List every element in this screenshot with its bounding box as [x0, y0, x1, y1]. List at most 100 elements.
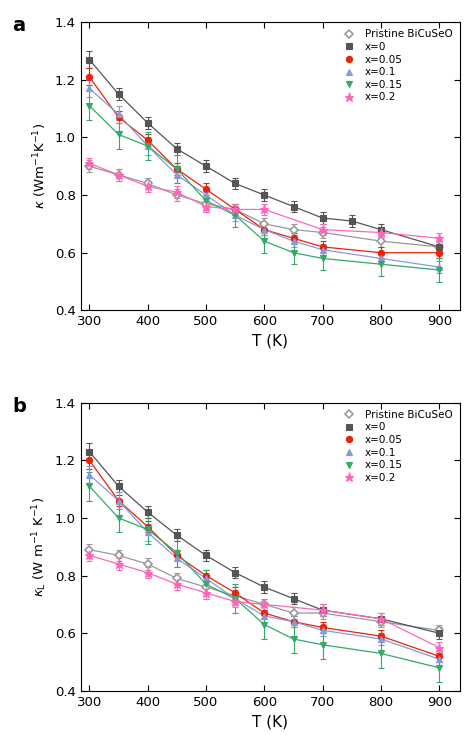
- Line: Pristine BiCuSeO: Pristine BiCuSeO: [86, 547, 443, 634]
- x=0.15: [86, 482, 92, 491]
- x=0.05: [437, 248, 442, 257]
- Line: x=0.1: x=0.1: [86, 472, 443, 662]
- x=0.1: [116, 496, 121, 505]
- x=0.15: [262, 620, 267, 629]
- x=0.15: [320, 640, 326, 649]
- x=0.2: [145, 182, 151, 191]
- x=0.05: [174, 551, 180, 560]
- x=0: [349, 217, 355, 226]
- X-axis label: T (K): T (K): [252, 334, 288, 349]
- Pristine BiCuSeO: [320, 228, 326, 237]
- x=0.05: [262, 609, 267, 617]
- x=0: [145, 118, 151, 127]
- x=0: [437, 629, 442, 638]
- x=0.15: [437, 265, 442, 274]
- x=0: [116, 482, 121, 491]
- x=0: [86, 55, 92, 64]
- x=0.1: [86, 470, 92, 479]
- x=0.15: [174, 548, 180, 557]
- Text: a: a: [12, 16, 26, 35]
- x=0.2: [262, 205, 267, 214]
- x=0.2: [378, 228, 384, 237]
- x=0: [291, 202, 296, 211]
- Line: x=0.1: x=0.1: [86, 85, 443, 270]
- x=0.05: [145, 136, 151, 145]
- x=0.15: [262, 237, 267, 245]
- x=0: [262, 583, 267, 592]
- x=0.2: [320, 225, 326, 234]
- x=0.1: [203, 190, 209, 199]
- Pristine BiCuSeO: [203, 583, 209, 592]
- x=0.15: [145, 142, 151, 151]
- Line: x=0.15: x=0.15: [86, 483, 443, 671]
- x=0.2: [145, 568, 151, 577]
- x=0.05: [437, 652, 442, 661]
- x=0.15: [232, 594, 238, 603]
- Y-axis label: $\kappa$ (Wm$^{-1}$K$^{-1}$): $\kappa$ (Wm$^{-1}$K$^{-1}$): [31, 123, 49, 209]
- x=0.05: [145, 522, 151, 531]
- x=0.05: [174, 165, 180, 173]
- x=0: [378, 225, 384, 234]
- x=0.2: [232, 205, 238, 214]
- Line: x=0: x=0: [86, 57, 443, 250]
- x=0: [232, 568, 238, 577]
- x=0: [437, 243, 442, 251]
- x=0.1: [203, 574, 209, 583]
- x=0.1: [86, 84, 92, 93]
- Pristine BiCuSeO: [437, 626, 442, 635]
- x=0.2: [378, 614, 384, 623]
- x=0.05: [320, 243, 326, 251]
- x=0.2: [232, 597, 238, 606]
- x=0.05: [203, 184, 209, 193]
- Pristine BiCuSeO: [174, 190, 180, 199]
- Line: x=0.05: x=0.05: [86, 457, 443, 659]
- Pristine BiCuSeO: [145, 179, 151, 188]
- Pristine BiCuSeO: [86, 162, 92, 171]
- x=0: [86, 447, 92, 456]
- x=0.2: [86, 159, 92, 168]
- x=0.15: [203, 580, 209, 589]
- x=0.15: [378, 259, 384, 268]
- x=0.2: [116, 171, 121, 179]
- x=0: [174, 145, 180, 154]
- x=0.05: [291, 234, 296, 243]
- x=0.15: [174, 165, 180, 173]
- x=0.05: [116, 112, 121, 121]
- x=0.2: [174, 187, 180, 196]
- x=0.05: [232, 589, 238, 598]
- x=0.05: [86, 73, 92, 82]
- x=0.1: [320, 245, 326, 254]
- x=0.05: [378, 631, 384, 640]
- x=0.1: [291, 237, 296, 245]
- x=0.15: [116, 130, 121, 139]
- x=0.05: [116, 496, 121, 505]
- x=0: [203, 551, 209, 560]
- Pristine BiCuSeO: [291, 609, 296, 617]
- x=0.05: [262, 225, 267, 234]
- x=0.15: [291, 248, 296, 257]
- x=0.1: [232, 594, 238, 603]
- x=0.05: [378, 248, 384, 257]
- Line: x=0.05: x=0.05: [86, 74, 443, 256]
- x=0: [262, 190, 267, 199]
- x=0.05: [232, 205, 238, 214]
- x=0.15: [232, 211, 238, 220]
- Pristine BiCuSeO: [203, 199, 209, 208]
- x=0: [291, 594, 296, 603]
- x=0.15: [320, 254, 326, 263]
- x=0.2: [203, 202, 209, 211]
- x=0.1: [291, 617, 296, 626]
- x=0.2: [116, 559, 121, 568]
- Pristine BiCuSeO: [145, 559, 151, 568]
- x=0.15: [291, 634, 296, 643]
- x=0: [145, 508, 151, 517]
- Text: b: b: [12, 397, 26, 416]
- x=0.1: [174, 171, 180, 179]
- x=0: [320, 606, 326, 614]
- X-axis label: T (K): T (K): [252, 714, 288, 729]
- x=0.2: [86, 551, 92, 560]
- x=0: [174, 531, 180, 539]
- x=0.15: [203, 196, 209, 205]
- x=0.15: [145, 525, 151, 534]
- x=0.1: [232, 211, 238, 220]
